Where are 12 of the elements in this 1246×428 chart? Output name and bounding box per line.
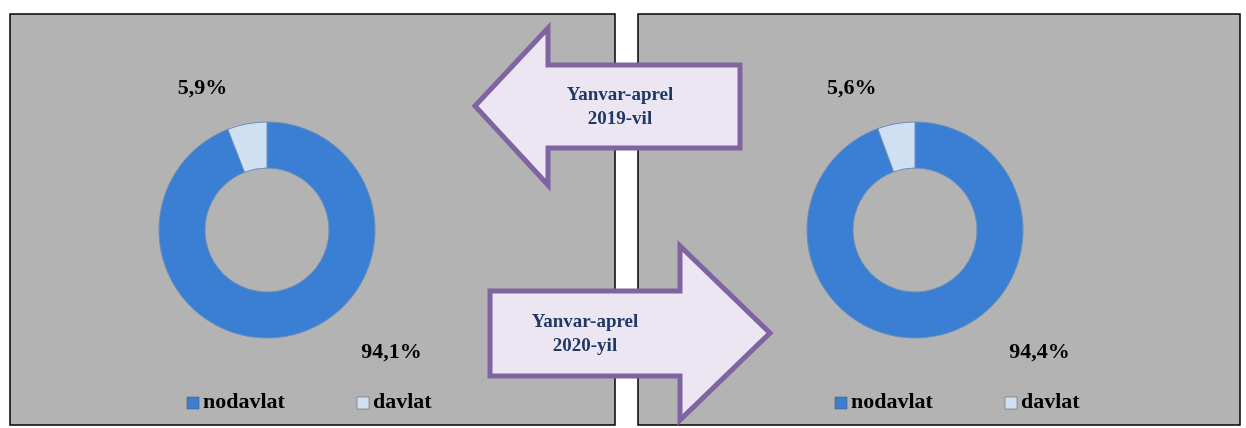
data-label: 94,4% (1009, 338, 1070, 364)
text: Yanvar-aprel 2020-yil (531, 310, 639, 355)
legend-label: nodavlat (203, 388, 286, 414)
text: Yanvar-aprel 2019-vil (566, 83, 674, 128)
data-label: 94,1% (361, 338, 422, 364)
donut-slice (158, 121, 376, 339)
legend-label: davlat (1021, 388, 1081, 414)
data-label: 5,9% (177, 74, 228, 100)
donut-slice (806, 121, 1024, 339)
legend-label: davlat (373, 388, 433, 414)
legend-label: nodavlat (851, 388, 934, 414)
data-label: 5,6% (826, 74, 877, 100)
